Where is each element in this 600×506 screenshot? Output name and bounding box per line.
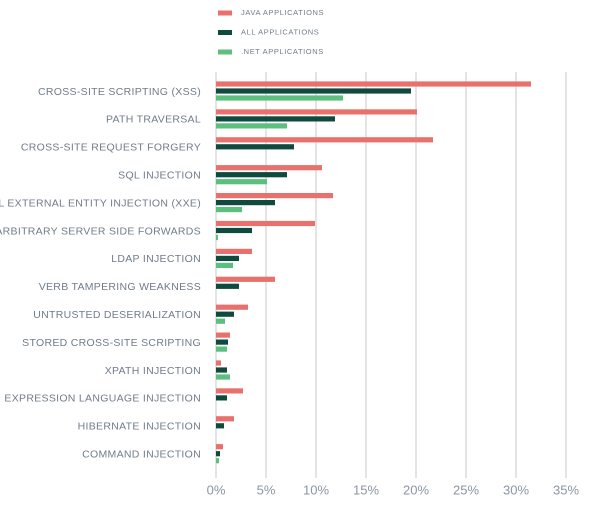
bar [216,318,225,324]
category-label: STORED CROSS-SITE SCRIPTING [22,337,201,349]
legend-swatch [218,30,232,35]
bar [216,227,252,234]
bar [216,339,228,345]
bar [216,109,417,115]
category-label: PATH TRAVERSAL [106,114,201,126]
bar [216,207,242,213]
bar [216,374,230,380]
bar [216,255,239,261]
category-label: CROSS-SITE SCRIPTING (XSS) [38,86,201,98]
bar [216,220,315,227]
bar [216,179,267,185]
bar [216,172,287,178]
bar [216,360,221,366]
legend-label: ALL APPLICATIONS [241,27,319,36]
x-tick-label: 30% [503,482,529,497]
x-tick-label: 10% [303,482,329,497]
bar [216,116,335,122]
category-label: UNTRUSTED DESERIALIZATION [33,309,201,321]
bar [216,346,227,352]
bar [216,283,239,289]
bar [216,262,233,268]
bar [216,193,333,199]
category-label: VERB TAMPERING WEAKNESS [39,281,201,293]
legend-label: .NET APPLICATIONS [241,47,324,56]
bar [216,234,218,241]
category-label: ARBITRARY SERVER SIDE FORWARDS [0,225,201,237]
bar [216,304,248,310]
x-tick-label: 0% [207,482,226,497]
bar [216,137,433,143]
x-tick-label: 5% [257,482,276,497]
category-label: COMMAND INJECTION [82,448,201,460]
bar [216,367,227,373]
bar [216,88,411,94]
bar [216,276,275,282]
category-label: XPATH INJECTION [105,365,201,377]
bar [216,311,234,317]
category-label: HIBERNATE INJECTION [78,421,201,433]
bar [216,388,243,394]
bar [216,200,275,206]
bar [216,81,531,87]
bar [216,458,219,464]
category-label: LDAP INJECTION [111,253,201,265]
bar [216,144,294,150]
category-label: SQL INJECTION [118,169,201,181]
bar [216,395,227,401]
bar [216,95,343,101]
bar [216,332,230,338]
bar [216,165,322,171]
bar [216,248,252,254]
bar [216,451,220,457]
category-label: XML EXTERNAL ENTITY INJECTION (XXE) [0,197,201,209]
category-label: EXPRESSION LANGUAGE INJECTION [4,393,201,405]
x-tick-label: 20% [403,482,429,497]
x-tick-label: 15% [353,482,379,497]
x-tick-label: 25% [453,482,479,497]
bar [216,444,223,450]
legend-swatch [218,49,232,55]
legend-label: JAVA APPLICATIONS [241,8,324,17]
bar [216,123,287,129]
bar [216,416,234,422]
bar [216,423,224,429]
legend-swatch [218,10,232,16]
category-label: CROSS-SITE REQUEST FORGERY [21,142,201,154]
x-tick-label: 35% [553,482,579,497]
